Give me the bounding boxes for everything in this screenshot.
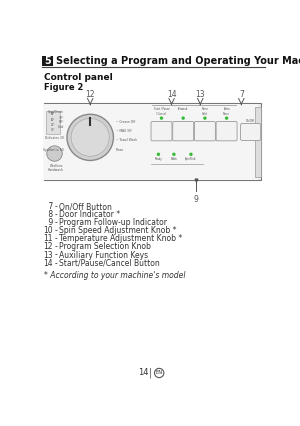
Text: Control panel: Control panel	[44, 73, 112, 82]
Text: Figure 2: Figure 2	[44, 83, 83, 92]
Circle shape	[203, 116, 207, 120]
Text: 90°: 90°	[51, 112, 55, 116]
Text: 14: 14	[138, 368, 148, 377]
Text: -: -	[55, 218, 57, 227]
Text: Extra
Rinse: Extra Rinse	[223, 107, 230, 115]
Bar	[42, 56, 53, 66]
Circle shape	[189, 153, 193, 156]
Text: Selecting a Program and Operating Your Machine: Selecting a Program and Operating Your M…	[56, 56, 300, 66]
Text: Program Follow-up Indicator: Program Follow-up Indicator	[59, 218, 167, 227]
Circle shape	[157, 153, 160, 156]
Text: Rinse
Hold: Rinse Hold	[202, 107, 208, 115]
Bar	[44, 104, 258, 180]
FancyBboxPatch shape	[173, 121, 194, 141]
FancyBboxPatch shape	[194, 121, 215, 141]
Text: 14: 14	[167, 90, 176, 99]
Text: 9: 9	[194, 195, 199, 204]
Text: -: -	[55, 234, 57, 243]
Text: Temperature Adjustment Knob *: Temperature Adjustment Knob *	[59, 234, 182, 243]
Bar	[44, 104, 262, 181]
Text: Woollens
Handwash: Woollens Handwash	[48, 164, 64, 172]
Text: -: -	[55, 259, 57, 268]
Text: Spin/End: Spin/End	[185, 157, 197, 161]
Text: Spin Speed Adjustment Knob *: Spin Speed Adjustment Knob *	[59, 226, 177, 235]
Text: 13: 13	[44, 250, 53, 259]
Text: Start / Pause
/ Cancel: Start / Pause / Cancel	[154, 107, 169, 115]
Circle shape	[172, 153, 176, 156]
Bar	[46, 111, 60, 134]
Text: -: -	[55, 250, 57, 259]
Circle shape	[67, 114, 113, 161]
Text: 7: 7	[46, 202, 53, 211]
Circle shape	[71, 118, 109, 156]
Bar	[255, 106, 261, 177]
Text: On/Off Button: On/Off Button	[59, 202, 112, 211]
Text: Rinse: Rinse	[116, 148, 124, 152]
Text: ~ Towel Wash: ~ Towel Wash	[116, 138, 137, 142]
Text: 13: 13	[195, 90, 205, 99]
Text: 90°: 90°	[58, 116, 64, 120]
Text: Delicates 30: Delicates 30	[45, 136, 64, 140]
Text: Program Selection Knob: Program Selection Knob	[59, 242, 151, 251]
Circle shape	[47, 146, 62, 161]
Text: 12: 12	[44, 242, 53, 251]
Text: ~ Crease Off: ~ Crease Off	[116, 120, 135, 124]
Circle shape	[182, 116, 185, 120]
Text: 12: 12	[85, 90, 95, 99]
Text: On/Off: On/Off	[246, 119, 255, 123]
FancyBboxPatch shape	[151, 121, 172, 141]
Text: Start/Pause/Cancel Button: Start/Pause/Cancel Button	[59, 259, 160, 268]
Text: Wash: Wash	[170, 157, 177, 161]
FancyBboxPatch shape	[216, 121, 237, 141]
Text: 60°: 60°	[58, 121, 64, 124]
Text: -: -	[55, 226, 57, 235]
Text: Auxiliary Function Keys: Auxiliary Function Keys	[59, 250, 148, 259]
Text: ~ MAX 30°: ~ MAX 30°	[116, 129, 132, 133]
Text: Spin/Drain: Spin/Drain	[48, 109, 64, 114]
Text: 40°: 40°	[51, 123, 55, 127]
Text: 14: 14	[44, 259, 53, 268]
Text: Door Indicator *: Door Indicator *	[59, 210, 120, 219]
Text: -: -	[55, 202, 57, 211]
Text: |: |	[148, 368, 152, 378]
Text: 11: 11	[44, 234, 53, 243]
Circle shape	[225, 116, 228, 120]
Circle shape	[160, 116, 163, 120]
Text: 60°: 60°	[51, 118, 55, 122]
Text: 10: 10	[44, 226, 53, 235]
Text: 7: 7	[239, 90, 244, 99]
Text: -: -	[55, 210, 57, 219]
Text: -: -	[55, 242, 57, 251]
Text: 9: 9	[46, 218, 53, 227]
Text: 30°: 30°	[51, 128, 55, 132]
FancyBboxPatch shape	[241, 124, 261, 141]
Text: Prewash: Prewash	[178, 107, 188, 111]
Text: 8: 8	[46, 210, 53, 219]
Text: Ready: Ready	[154, 157, 162, 161]
Text: Cool: Cool	[58, 125, 64, 129]
Text: 5: 5	[44, 56, 51, 66]
Text: EN: EN	[156, 371, 163, 375]
Text: Synthetics 60: Synthetics 60	[43, 148, 64, 152]
Text: * According to your machine's model: * According to your machine's model	[44, 271, 185, 280]
